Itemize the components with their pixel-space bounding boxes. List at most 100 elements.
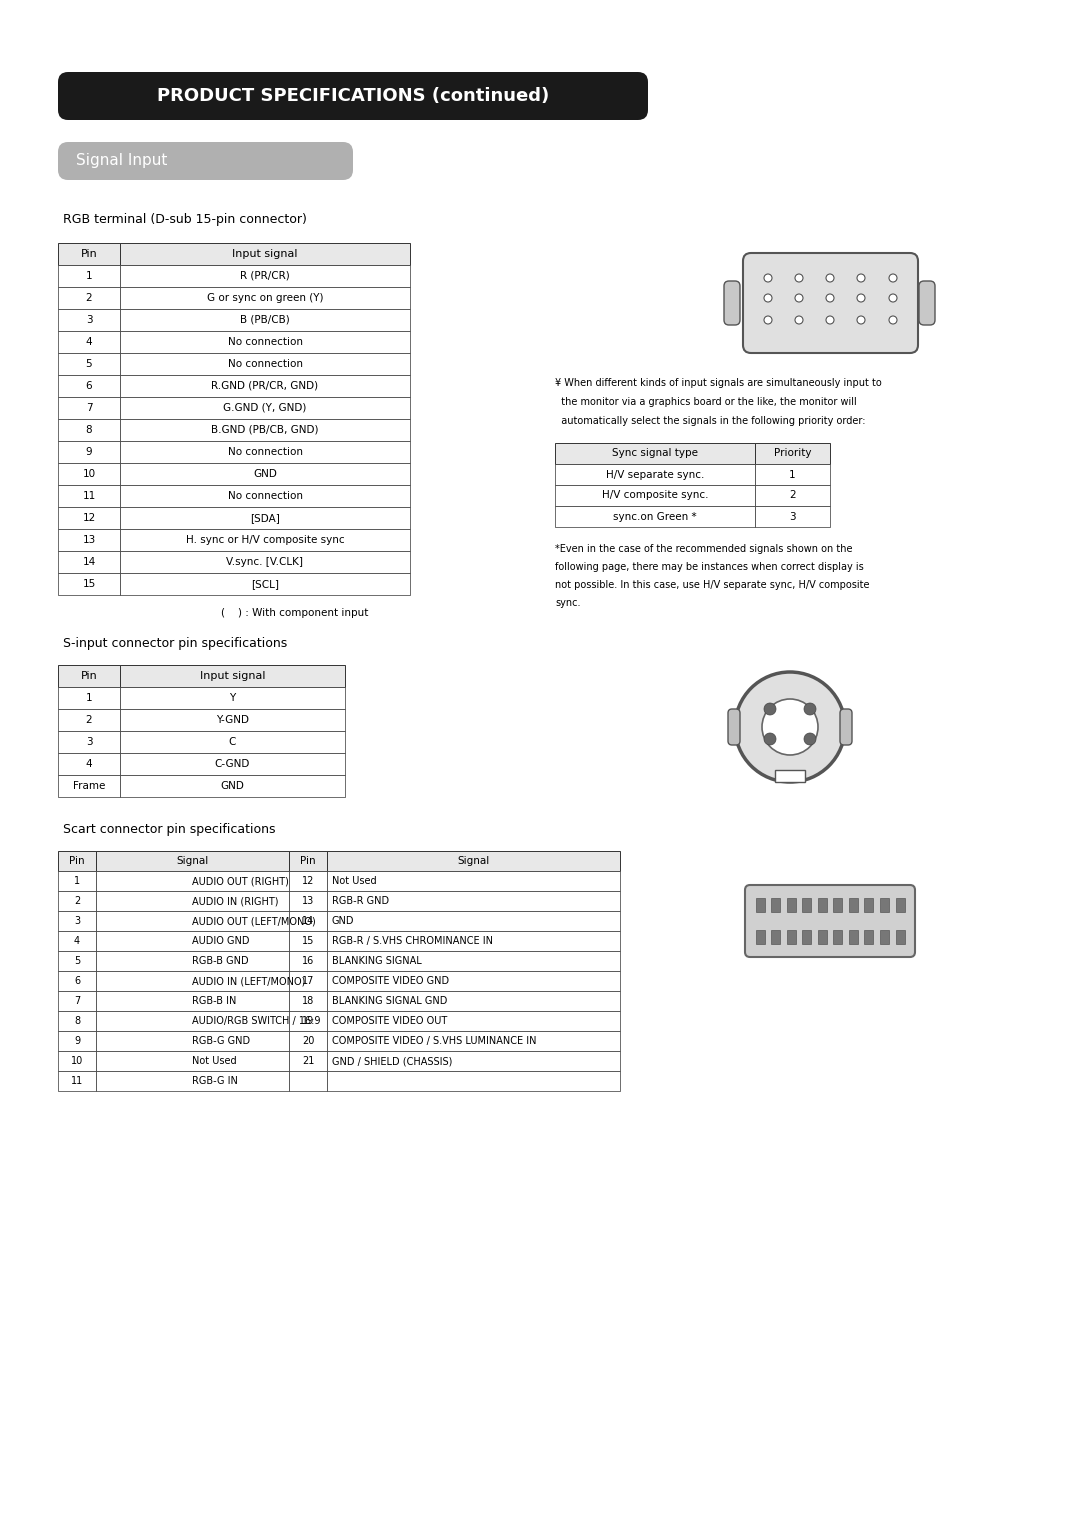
Bar: [120, 243, 410, 264]
Bar: [96, 1071, 289, 1091]
Circle shape: [804, 733, 816, 746]
Bar: [802, 931, 811, 944]
FancyBboxPatch shape: [58, 142, 353, 180]
Bar: [120, 730, 345, 753]
Text: 13: 13: [82, 535, 96, 545]
Bar: [58, 442, 120, 463]
Bar: [327, 891, 620, 911]
Bar: [58, 931, 96, 950]
Bar: [58, 871, 96, 891]
Circle shape: [764, 703, 777, 715]
Bar: [327, 992, 620, 1012]
Text: 1: 1: [73, 876, 80, 886]
Text: No connection: No connection: [228, 448, 302, 457]
Text: 1: 1: [85, 694, 92, 703]
Bar: [96, 1031, 289, 1051]
Bar: [880, 898, 889, 912]
Text: 3: 3: [85, 736, 92, 747]
Text: B.GND (PB/CB, GND): B.GND (PB/CB, GND): [212, 425, 319, 435]
Text: C-GND: C-GND: [215, 759, 251, 769]
Bar: [58, 1071, 96, 1091]
Bar: [555, 443, 755, 465]
Text: (    ) : With component input: ( ) : With component input: [221, 608, 368, 617]
Text: Y: Y: [229, 694, 235, 703]
Text: 3: 3: [85, 315, 92, 325]
Text: No connection: No connection: [228, 338, 302, 347]
Bar: [120, 264, 410, 287]
Text: 2: 2: [73, 895, 80, 906]
Bar: [96, 911, 289, 931]
Text: 4: 4: [85, 338, 92, 347]
Bar: [327, 1071, 620, 1091]
Text: Frame: Frame: [72, 781, 105, 792]
FancyBboxPatch shape: [724, 281, 740, 325]
Bar: [96, 1051, 289, 1071]
Bar: [120, 709, 345, 730]
Bar: [756, 931, 765, 944]
Text: RGB-G GND: RGB-G GND: [192, 1036, 251, 1047]
Bar: [880, 931, 889, 944]
Bar: [96, 992, 289, 1012]
Circle shape: [764, 274, 772, 283]
Text: 20: 20: [301, 1036, 314, 1047]
Bar: [58, 374, 120, 397]
Text: 2: 2: [85, 293, 92, 303]
Bar: [120, 309, 410, 332]
Bar: [58, 507, 120, 529]
Text: GND: GND: [220, 781, 244, 792]
Bar: [289, 911, 327, 931]
Circle shape: [826, 316, 834, 324]
Text: 2: 2: [85, 715, 92, 724]
Text: COMPOSITE VIDEO / S.VHS LUMINANCE IN: COMPOSITE VIDEO / S.VHS LUMINANCE IN: [332, 1036, 537, 1047]
Bar: [289, 1051, 327, 1071]
Bar: [775, 770, 805, 782]
Text: 1: 1: [85, 270, 92, 281]
Text: AUDIO OUT (RIGHT): AUDIO OUT (RIGHT): [192, 876, 289, 886]
Bar: [833, 931, 842, 944]
Text: Pin: Pin: [300, 856, 315, 866]
Text: 5: 5: [85, 359, 92, 368]
Bar: [120, 529, 410, 552]
Bar: [120, 573, 410, 594]
Bar: [58, 911, 96, 931]
Text: AUDIO IN (LEFT/MONO): AUDIO IN (LEFT/MONO): [192, 976, 306, 986]
Bar: [864, 931, 873, 944]
Text: H. sync or H/V composite sync: H. sync or H/V composite sync: [186, 535, 345, 545]
Bar: [96, 891, 289, 911]
Bar: [58, 332, 120, 353]
Bar: [755, 484, 831, 506]
Text: 3: 3: [789, 512, 796, 521]
FancyBboxPatch shape: [728, 709, 740, 746]
Bar: [58, 753, 120, 775]
Text: 2: 2: [789, 490, 796, 501]
Bar: [289, 970, 327, 992]
Text: *Even in the case of the recommended signals shown on the: *Even in the case of the recommended sig…: [555, 544, 852, 555]
Bar: [289, 891, 327, 911]
Text: G.GND (Y, GND): G.GND (Y, GND): [224, 403, 307, 413]
Text: 15: 15: [301, 937, 314, 946]
Text: Not Used: Not Used: [192, 1056, 238, 1067]
Bar: [787, 898, 796, 912]
Bar: [58, 529, 120, 552]
Bar: [833, 898, 842, 912]
Circle shape: [889, 274, 897, 283]
Text: COMPOSITE VIDEO GND: COMPOSITE VIDEO GND: [332, 976, 449, 986]
Bar: [58, 309, 120, 332]
Bar: [120, 397, 410, 419]
Bar: [327, 950, 620, 970]
Text: 3: 3: [73, 915, 80, 926]
Circle shape: [735, 672, 845, 782]
Text: Signal Input: Signal Input: [76, 153, 167, 168]
Text: Signal: Signal: [176, 856, 208, 866]
Bar: [58, 688, 120, 709]
Text: AUDIO OUT (LEFT/MONO): AUDIO OUT (LEFT/MONO): [192, 915, 316, 926]
Bar: [120, 419, 410, 442]
Bar: [289, 871, 327, 891]
Circle shape: [795, 293, 804, 303]
Bar: [864, 898, 873, 912]
Text: 11: 11: [71, 1076, 83, 1086]
Text: RGB-R / S.VHS CHROMINANCE IN: RGB-R / S.VHS CHROMINANCE IN: [332, 937, 492, 946]
Bar: [58, 1031, 96, 1051]
Bar: [327, 931, 620, 950]
Text: automatically select the signals in the following priority order:: automatically select the signals in the …: [555, 416, 865, 426]
